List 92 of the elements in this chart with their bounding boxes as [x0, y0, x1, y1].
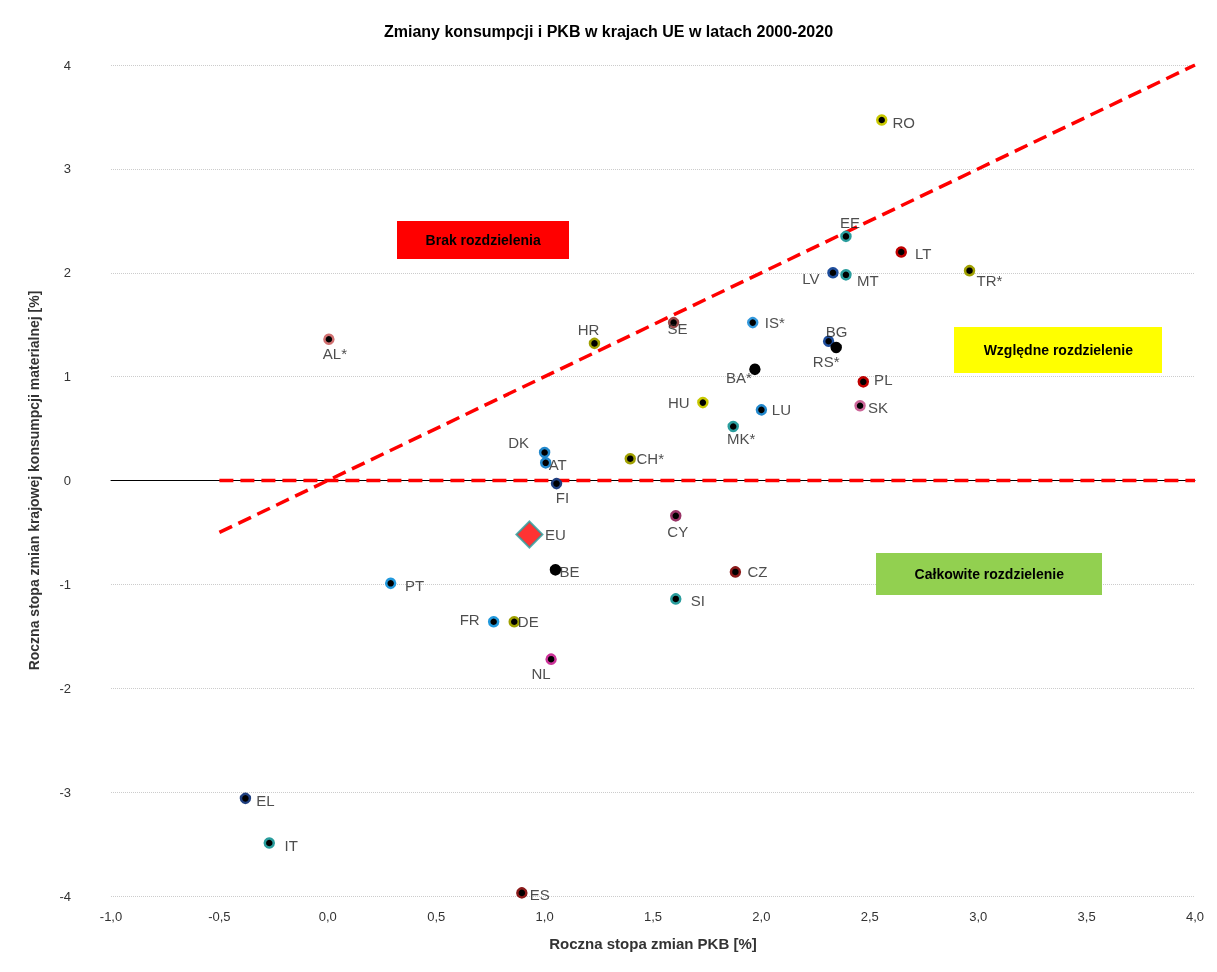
- point: [755, 404, 768, 416]
- annotation: TR*: [976, 272, 1003, 290]
- annotation: Całkowite rozdzielenie: [914, 566, 1064, 583]
- x-tick-label: 0,0: [318, 909, 337, 924]
- annotation: EL: [256, 791, 275, 809]
- point: [670, 510, 682, 522]
- point: [670, 593, 682, 605]
- callout-box: Brak rozdzielenia: [397, 220, 570, 259]
- annotation: EE: [839, 213, 860, 231]
- point: [545, 653, 557, 665]
- point: [538, 446, 551, 459]
- x-tick-label: 2,5: [860, 909, 879, 924]
- point: [515, 520, 544, 549]
- annotation: LT: [915, 245, 932, 263]
- annotation: HR: [577, 320, 600, 338]
- callout-box: Całkowite rozdzielenie: [876, 553, 1103, 596]
- x-tick-label: 3,0: [969, 909, 988, 924]
- y-tick-label: 2: [63, 265, 71, 281]
- annotation: FR: [459, 611, 480, 629]
- point: [550, 477, 563, 490]
- annotation: Względne rozdzielenie: [983, 341, 1134, 358]
- annotation: MT: [857, 272, 879, 290]
- point: [697, 396, 709, 409]
- annotation: SI: [690, 592, 705, 610]
- annotation: CZ: [747, 563, 768, 581]
- point: [875, 114, 888, 126]
- x-tick-label: 0,5: [427, 909, 446, 924]
- point: [263, 837, 276, 849]
- point: [239, 792, 252, 805]
- annotation: Brak rozdzielenia: [425, 231, 541, 248]
- point: [857, 376, 870, 388]
- annotation: BA*: [725, 368, 752, 386]
- point: [729, 566, 742, 578]
- y-tick-label: -4: [59, 888, 71, 904]
- callout-box: Względne rozdzielenie: [954, 326, 1163, 373]
- x-tick-label: 3,5: [1077, 909, 1096, 924]
- point: [963, 264, 976, 277]
- y-tick-label: -3: [59, 784, 71, 800]
- annotation: DE: [517, 613, 539, 631]
- y-tick-label: 3: [63, 161, 71, 177]
- annotation: EU: [545, 526, 566, 544]
- point: [384, 577, 397, 590]
- x-tick-label: -1,0: [99, 909, 123, 924]
- annotation: PL: [874, 371, 893, 389]
- x-tick-label: 1,0: [535, 909, 554, 924]
- x-tick-label: 1,5: [643, 909, 663, 924]
- point: [827, 267, 839, 279]
- annotation: BE: [559, 563, 580, 581]
- y-tick-label: 1: [63, 369, 71, 385]
- annotation: SE: [667, 320, 688, 338]
- annotation: ES: [529, 886, 550, 904]
- point: [624, 452, 636, 465]
- annotation: AL*: [322, 344, 348, 362]
- point: [727, 420, 739, 433]
- annotation: NL: [531, 664, 551, 682]
- y-axis-title: Roczna stopa zmian krajowej konsumpcji materialnej [%]: [26, 290, 42, 671]
- point: [746, 316, 759, 329]
- x-tick-label: 2,0: [752, 909, 771, 924]
- point: [822, 335, 835, 348]
- annotation: LV: [802, 270, 820, 288]
- y-tick-label: 4: [63, 57, 71, 73]
- annotation: BG: [825, 322, 848, 340]
- annotation: FI: [555, 489, 570, 507]
- point: [487, 616, 500, 628]
- annotation: RO: [892, 113, 915, 131]
- annotation: PT: [405, 576, 425, 594]
- y-tick-label: -1: [59, 576, 71, 592]
- chart-title: Zmiany konsumpcji i PKB w krajach UE w latach 2000-2020: [383, 22, 834, 40]
- point: [588, 337, 601, 350]
- point: [840, 269, 852, 281]
- annotation: RS*: [812, 353, 840, 371]
- x-axis-title: Roczna stopa zmian PKB [%]: [549, 935, 757, 952]
- point: [830, 341, 842, 354]
- annotation: IS*: [764, 314, 785, 332]
- annotation: HU: [668, 394, 690, 412]
- point: [840, 230, 852, 243]
- point: [516, 887, 528, 899]
- annotation: SK: [868, 399, 889, 417]
- annotation: IT: [284, 836, 298, 854]
- annotation: AT: [548, 456, 567, 474]
- annotation: MK*: [727, 429, 756, 447]
- y-tick-label: -2: [59, 680, 71, 696]
- y-tick-label: 0: [63, 473, 71, 488]
- annotation: DK: [508, 433, 530, 451]
- x-tick-label: 4,0: [1185, 909, 1205, 924]
- annotation: CH*: [636, 450, 665, 468]
- point: [854, 399, 866, 412]
- annotation: CY: [667, 523, 689, 541]
- point: [895, 246, 907, 258]
- point: [323, 333, 335, 345]
- x-tick-label: -0,5: [208, 909, 231, 924]
- annotation: LU: [771, 401, 791, 419]
